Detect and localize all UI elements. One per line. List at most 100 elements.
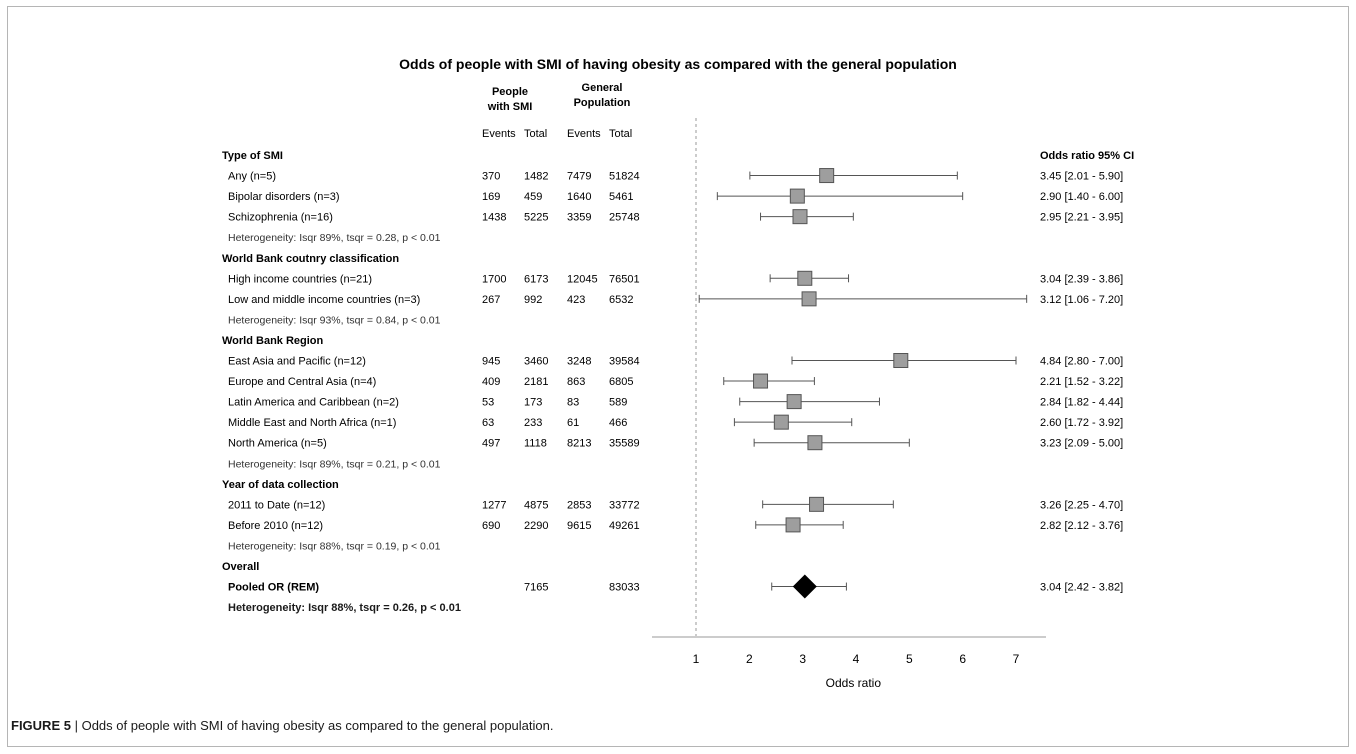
cell-smi-total: 5225 — [524, 212, 548, 224]
cell-smi-events: 1277 — [482, 499, 506, 511]
or-ci-value: 3.26 [2.25 - 4.70] — [1040, 499, 1123, 511]
x-axis: 1 2 3 4 5 6 7 Odds ratio — [652, 636, 1046, 690]
cell-gen-total: 589 — [609, 397, 627, 409]
subgroup-label: Any (n=5) — [228, 171, 276, 183]
or-ci-value: 4.84 [2.80 - 7.00] — [1040, 356, 1123, 368]
cell-gen-total: 33772 — [609, 499, 640, 511]
column-headers: People with SMI General Population Events Tot… — [482, 82, 1134, 162]
subgroup-label: Schizophrenia (n=16) — [228, 212, 333, 224]
heterogeneity-text: Heterogeneity: Isqr 93%, tsqr = 0.84, p … — [228, 314, 441, 326]
cell-smi-total: 6173 — [524, 273, 548, 285]
point-estimate-square — [789, 188, 805, 204]
or-ci-value: 2.21 [1.52 - 3.22] — [1040, 376, 1123, 388]
cell-smi-events: 1700 — [482, 273, 506, 285]
or-ci-value: 3.04 [2.42 - 3.82] — [1040, 582, 1123, 594]
cell-smi-events: 945 — [482, 356, 500, 368]
x-tick-label: 7 — [1013, 652, 1020, 666]
x-tick-label: 6 — [959, 652, 966, 666]
cell-gen-total: 51824 — [609, 171, 640, 183]
cell-gen-events: 9615 — [567, 520, 591, 532]
column-header-total: Total — [524, 128, 547, 140]
caption-text: Odds of people with SMI of having obesit… — [81, 718, 554, 733]
cell-gen-total: 83033 — [609, 582, 640, 594]
cell-gen-total: 35589 — [609, 438, 640, 450]
section-header: Year of data collection — [222, 479, 339, 491]
subgroup-label: Latin America and Caribbean (n=2) — [228, 397, 399, 409]
x-axis-title: Odds ratio — [826, 676, 882, 690]
cell-gen-events: 423 — [567, 294, 585, 306]
cell-gen-events: 8213 — [567, 438, 591, 450]
or-ci-value: 3.45 [2.01 - 5.90] — [1040, 171, 1123, 183]
cell-smi-events: 53 — [482, 397, 494, 409]
cell-gen-events: 1640 — [567, 191, 591, 203]
point-estimate-square — [792, 209, 808, 225]
cell-smi-events: 169 — [482, 191, 500, 203]
caption-separator: | — [70, 718, 82, 733]
figure-label: FIGURE 5 — [11, 718, 71, 733]
or-ci-value: 3.04 [2.39 - 3.86] — [1040, 273, 1123, 285]
x-tick-label: 3 — [799, 652, 806, 666]
chart-title: Odds of people with SMI of having obesit… — [399, 56, 957, 72]
section-header: Overall — [222, 561, 259, 573]
pooled-label: Pooled OR (REM) — [228, 582, 319, 594]
subgroup-label: Before 2010 (n=12) — [228, 520, 323, 532]
cell-gen-events: 3248 — [567, 356, 591, 368]
heterogeneity-text: Heterogeneity: Isqr 89%, tsqr = 0.28, p … — [228, 232, 441, 244]
subgroup-label: Bipolar disorders (n=3) — [228, 191, 340, 203]
point-estimate-square — [773, 414, 789, 430]
cell-gen-events: 3359 — [567, 212, 591, 224]
subgroup-label: Middle East and North Africa (n=1) — [228, 417, 396, 429]
cell-smi-total: 233 — [524, 417, 542, 429]
x-tick-label: 4 — [853, 652, 860, 666]
group-header-general: General Population — [574, 82, 631, 109]
cell-smi-events: 690 — [482, 520, 500, 532]
cell-gen-total: 6805 — [609, 376, 633, 388]
group-header-smi: People with SMI — [487, 86, 533, 113]
cell-smi-total: 173 — [524, 397, 542, 409]
cell-smi-events: 1438 — [482, 212, 506, 224]
subgroup-label: Europe and Central Asia (n=4) — [228, 376, 376, 388]
x-tick-label: 2 — [746, 652, 753, 666]
subgroup-label: 2011 to Date (n=12) — [228, 499, 325, 511]
cell-smi-total: 1482 — [524, 171, 548, 183]
cell-smi-total: 992 — [524, 294, 542, 306]
cell-smi-events: 409 — [482, 376, 500, 388]
point-estimate-square — [753, 373, 769, 389]
cell-gen-total: 466 — [609, 417, 627, 429]
cell-smi-events: 63 — [482, 417, 494, 429]
cell-smi-total: 2290 — [524, 520, 548, 532]
cell-smi-total: 1118 — [524, 438, 547, 450]
pooled-diamond — [792, 574, 817, 599]
subgroup-label: Low and middle income countries (n=3) — [228, 294, 420, 306]
heterogeneity-text: Heterogeneity: Isqr 88%, tsqr = 0.26, p … — [228, 602, 461, 614]
or-ci-value: 2.60 [1.72 - 3.92] — [1040, 417, 1123, 429]
point-estimate-square — [807, 435, 823, 451]
cell-gen-total: 39584 — [609, 356, 640, 368]
cell-smi-total: 4875 — [524, 499, 548, 511]
point-estimate-square — [893, 353, 909, 368]
cell-smi-total: 7165 — [524, 582, 548, 594]
cell-gen-events: 2853 — [567, 499, 591, 511]
cell-gen-events: 83 — [567, 397, 579, 409]
cell-gen-total: 25748 — [609, 212, 640, 224]
point-estimate-square — [797, 270, 813, 286]
point-estimate-square — [786, 394, 802, 410]
group-header-smi-line1: People — [492, 86, 528, 98]
group-header-general-line1: General — [582, 82, 623, 94]
heterogeneity-text: Heterogeneity: Isqr 89%, tsqr = 0.21, p … — [228, 458, 441, 470]
or-ci-value: 3.23 [2.09 - 5.00] — [1040, 438, 1123, 450]
x-tick-label: 1 — [693, 652, 700, 666]
cell-gen-events: 863 — [567, 376, 585, 388]
point-estimate-square — [785, 517, 801, 533]
cell-smi-total: 2181 — [524, 376, 548, 388]
group-header-general-line2: Population — [574, 97, 631, 109]
or-ci-value: 3.12 [1.06 - 7.20] — [1040, 294, 1123, 306]
figure-caption: FIGURE 5 | Odds of people with SMI of ha… — [11, 718, 553, 733]
cell-gen-total: 5461 — [609, 191, 633, 203]
x-tick-label: 5 — [906, 652, 913, 666]
cell-smi-events: 370 — [482, 171, 500, 183]
cell-gen-events: 12045 — [567, 273, 598, 285]
subgroup-label: North America (n=5) — [228, 438, 327, 450]
group-header-smi-line2: with SMI — [487, 101, 533, 113]
